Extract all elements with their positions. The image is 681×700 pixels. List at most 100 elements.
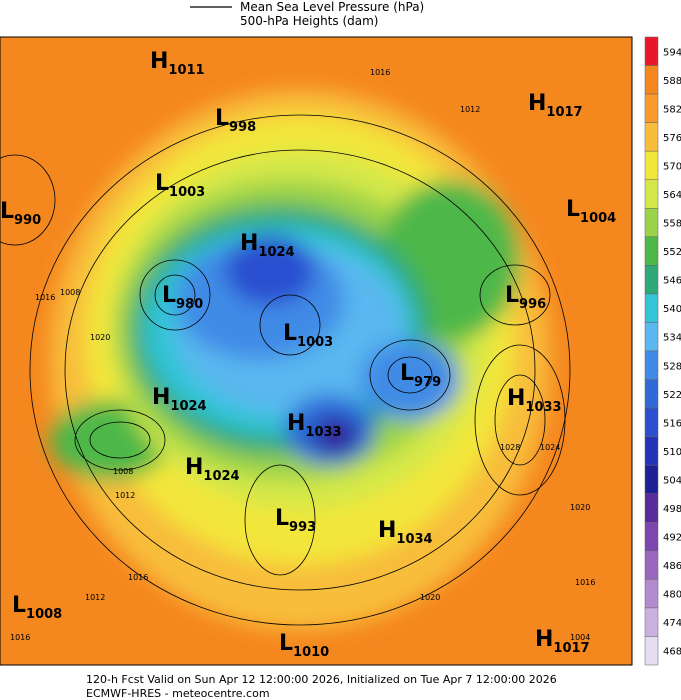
colorbar-label: 474 — [663, 618, 681, 629]
pressure-center: L979 — [400, 361, 441, 390]
colorbar-swatch — [644, 236, 659, 266]
footer-valid: 120-h Fcst Valid on Sun Apr 12 12:00:00 … — [86, 673, 557, 686]
center-letter: H — [528, 91, 546, 116]
isobar-label: 1020 — [570, 503, 590, 512]
isobar-labels: 1016 1020 1012 1008 1016 1012 1016 1020 1028 1024… — [10, 68, 595, 642]
colorbar-label: 504 — [663, 475, 681, 486]
colorbar-label: 576 — [663, 133, 681, 144]
colorbar-label: 558 — [663, 219, 681, 230]
pressure-center: H1024 — [185, 455, 240, 484]
center-value: 980 — [176, 297, 203, 312]
pressure-center: H1033 — [507, 386, 562, 415]
center-letter: L — [400, 361, 414, 386]
center-value: 993 — [289, 520, 316, 535]
center-value: 998 — [229, 120, 256, 135]
colorbar-swatch — [644, 65, 659, 95]
colorbar-swatch — [644, 550, 659, 580]
legend-mslp: Mean Sea Level Pressure (hPa) — [240, 0, 424, 14]
colorbar-label: 528 — [663, 361, 681, 372]
pressure-center: L1003 — [283, 321, 333, 350]
colorbar-swatch — [644, 522, 659, 552]
isobar-label: 1020 — [90, 333, 110, 342]
isobar-label: 1012 — [460, 105, 480, 114]
isobar-label: 1016 — [10, 633, 30, 642]
center-letter: H — [240, 231, 258, 256]
colorbar-swatch — [644, 93, 659, 123]
colorbar-swatch — [644, 265, 659, 295]
center-letter: L — [279, 631, 293, 656]
center-letter: L — [275, 506, 289, 531]
center-value: 1033 — [305, 425, 341, 440]
center-letter: H — [507, 386, 525, 411]
isobar-label: 1016 — [370, 68, 390, 77]
pressure-center: L990 — [0, 199, 41, 228]
pressure-center: L1008 — [12, 593, 62, 622]
colorbar-label: 468 — [663, 647, 681, 658]
center-value: 1010 — [293, 645, 329, 660]
colorbar-label: 588 — [663, 76, 681, 87]
colorbar-label: 522 — [663, 390, 681, 401]
isobar-label: 1004 — [570, 633, 590, 642]
colorbar-swatch — [644, 493, 659, 523]
pressure-center: H1017 — [535, 627, 590, 656]
pressure-center: L993 — [275, 506, 316, 535]
center-value: 1017 — [553, 641, 589, 656]
colorbar-swatch — [644, 607, 659, 637]
center-letter: H — [150, 49, 168, 74]
colorbar-label: 516 — [663, 418, 681, 429]
pressure-center: L1003 — [155, 171, 205, 200]
colorbar-label: 498 — [663, 504, 681, 515]
colorbar-label: 552 — [663, 247, 681, 258]
center-value: 1024 — [170, 399, 206, 414]
isobar-label: 1020 — [420, 593, 440, 602]
center-value: 990 — [14, 213, 41, 228]
center-letter: L — [283, 321, 297, 346]
pressure-center: L1004 — [566, 197, 616, 226]
colorbar-swatch — [644, 122, 659, 152]
isobar-label: 1012 — [115, 491, 135, 500]
pressure-center: L998 — [215, 106, 256, 135]
pressure-center: H1024 — [240, 231, 295, 260]
colorbar-swatch — [644, 407, 659, 437]
colorbar-swatch — [644, 379, 659, 409]
center-letter: L — [215, 106, 229, 131]
pressure-center: H1034 — [378, 518, 433, 547]
legend-heights: 500-hPa Heights (dam) — [240, 14, 378, 28]
pressure-center: L996 — [505, 283, 546, 312]
center-letter: L — [566, 197, 580, 222]
colorbar-label: 480 — [663, 590, 681, 601]
center-letter: L — [0, 199, 14, 224]
isobar-label: 1008 — [113, 467, 133, 476]
isobar-label: 1016 — [128, 573, 148, 582]
center-letter: L — [162, 283, 176, 308]
isobars — [0, 114, 571, 626]
colorbar-swatch — [644, 579, 659, 609]
pressure-center: L980 — [162, 283, 203, 312]
colorbar-label: 540 — [663, 304, 681, 315]
colorbar-swatch — [644, 208, 659, 238]
colorbar-label: 594 — [663, 47, 681, 58]
colorbar-swatch — [644, 150, 659, 180]
center-letter: L — [155, 171, 169, 196]
height-field — [50, 90, 550, 630]
pressure-center: H1011 — [150, 49, 205, 78]
pressure-center: L1010 — [279, 631, 329, 660]
center-letter: H — [287, 411, 305, 436]
colorbar-swatch — [644, 464, 659, 494]
isobar-label: 1012 — [85, 593, 105, 602]
colorbar-swatch — [644, 350, 659, 380]
center-value: 1003 — [169, 185, 205, 200]
center-value: 1004 — [580, 211, 616, 226]
pressure-center: H1017 — [528, 91, 583, 120]
isobar-label: 1016 — [35, 293, 55, 302]
colorbar-label: 486 — [663, 561, 681, 572]
map: 1016 1020 1012 1008 1016 1012 1016 1020 1028 1024… — [0, 37, 632, 665]
colorbar-label: 534 — [663, 333, 681, 344]
colorbar-label: 570 — [663, 161, 681, 172]
colorbar-swatch — [644, 179, 659, 209]
center-value: 996 — [519, 297, 546, 312]
isobar-label: 1028 — [500, 443, 520, 452]
center-value: 979 — [414, 375, 441, 390]
colorbar-label: 564 — [663, 190, 681, 201]
